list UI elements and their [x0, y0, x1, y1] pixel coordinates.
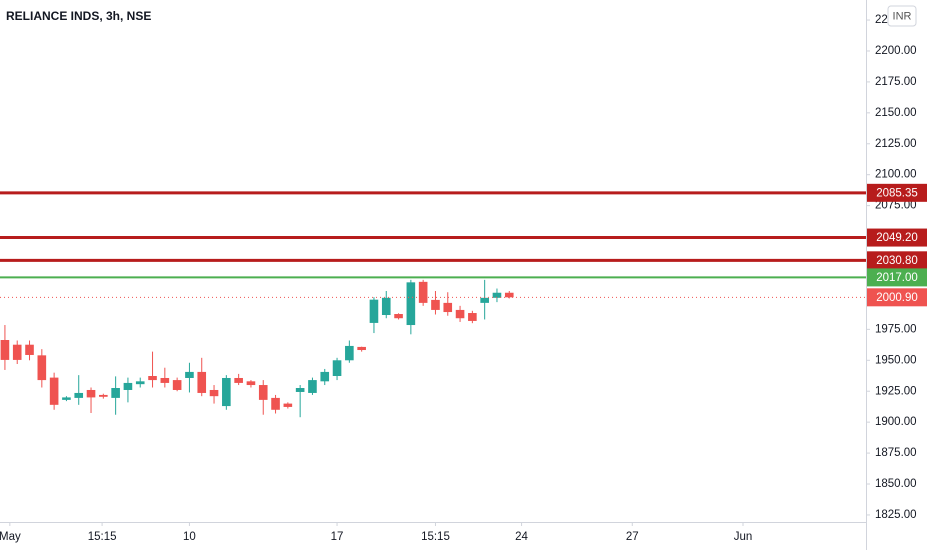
- candle-body: [443, 302, 453, 313]
- candle-body: [295, 388, 305, 392]
- y-tick-label: 2175.00: [875, 76, 917, 88]
- y-tick-label: 1975.00: [875, 323, 917, 335]
- y-tick-label: 1825.00: [875, 509, 917, 521]
- candle-body: [123, 382, 133, 390]
- candle-body: [308, 380, 317, 393]
- candle-body: [431, 299, 440, 310]
- candle-body: [234, 377, 243, 383]
- price-label: 2017.00: [876, 272, 918, 284]
- candle-body: [99, 394, 108, 397]
- candle-body: [209, 389, 219, 397]
- candle-body: [418, 281, 428, 303]
- candle-body: [74, 392, 84, 398]
- candle-body: [504, 292, 514, 298]
- chart-title: RELIANCE INDS, 3h, NSE: [6, 9, 151, 23]
- price-label: 2085.35: [876, 187, 918, 199]
- candle-body: [25, 344, 34, 355]
- x-tick-label: May: [0, 531, 21, 543]
- x-tick-label: 27: [626, 531, 639, 543]
- currency-button[interactable]: [887, 5, 917, 27]
- candle-body: [381, 297, 391, 316]
- price-label-box: [867, 251, 927, 270]
- candle-body: [406, 282, 416, 326]
- price-label: 2049.20: [876, 232, 918, 244]
- y-tick-label: 2150.00: [875, 107, 917, 119]
- y-tick-label: 2075.00: [875, 200, 917, 212]
- candle-body: [492, 292, 502, 298]
- x-tick-label: 24: [515, 531, 528, 543]
- candle-body: [468, 313, 477, 321]
- candle-body: [345, 345, 354, 361]
- x-tick-label: 15:15: [421, 531, 450, 543]
- x-tick-label: 17: [331, 531, 344, 543]
- price-label: 2030.80: [876, 255, 918, 267]
- y-tick-label: 2125.00: [875, 138, 917, 150]
- candle-body: [246, 381, 256, 386]
- price-label: 2000.90: [876, 292, 918, 304]
- candle-body: [394, 314, 403, 319]
- y-tick-label: 1900.00: [875, 416, 917, 428]
- candle-body: [111, 388, 120, 398]
- candle-body: [357, 346, 366, 351]
- candle-body: [455, 309, 465, 319]
- candle-body: [320, 371, 330, 382]
- candle-body: [197, 371, 207, 393]
- candle-body: [135, 381, 145, 385]
- candle-body: [0, 339, 10, 360]
- x-tick-label: 10: [183, 531, 196, 543]
- candle-body: [160, 377, 170, 383]
- y-tick-label: 1950.00: [875, 354, 917, 366]
- y-tick-label: 1850.00: [875, 478, 917, 490]
- currency-label[interactable]: INR: [893, 10, 912, 22]
- candle-body: [86, 389, 96, 398]
- candle-body: [148, 376, 157, 381]
- price-label-box: [867, 288, 927, 307]
- candle-body: [480, 297, 489, 303]
- price-label-box: [867, 268, 927, 287]
- candle-body: [49, 377, 59, 405]
- x-tick-label: 15:15: [88, 531, 117, 543]
- candle-body: [12, 344, 22, 360]
- x-tick-label: Jun: [734, 531, 753, 543]
- y-tick-label: 1875.00: [875, 447, 917, 459]
- candle-body: [369, 299, 379, 323]
- candle-body: [332, 360, 342, 377]
- candle-body: [37, 355, 47, 381]
- y-tick-label: 2200.00: [875, 45, 917, 57]
- candle-body: [258, 385, 268, 400]
- candle-body: [62, 397, 71, 400]
- candle-body: [185, 371, 194, 378]
- candle-body: [222, 377, 231, 407]
- candle-body: [271, 397, 280, 410]
- y-tick-label: 1925.00: [875, 385, 917, 397]
- price-label-box: [867, 183, 927, 202]
- y-tick-label: 2100.00: [875, 169, 917, 181]
- candle-body: [283, 403, 293, 407]
- price-label-box: [867, 228, 927, 247]
- candle-body: [172, 380, 182, 390]
